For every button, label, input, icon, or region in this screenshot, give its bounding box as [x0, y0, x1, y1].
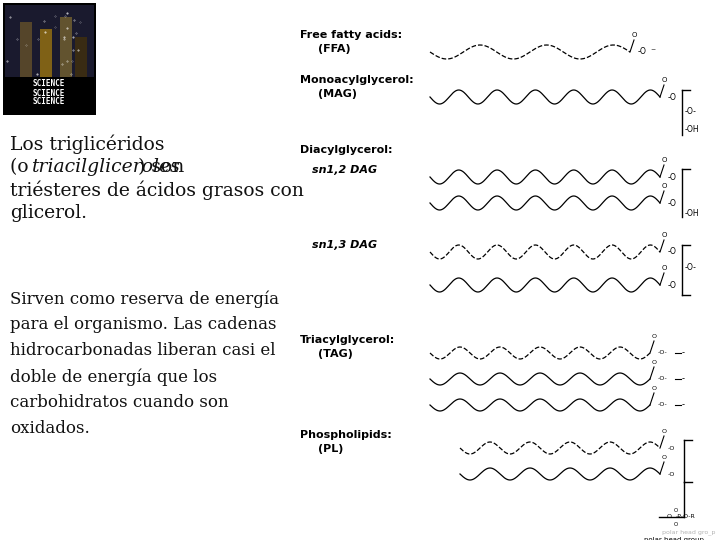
- Text: -O: -O: [638, 48, 647, 57]
- Text: SCIENCE: SCIENCE: [33, 89, 66, 98]
- Text: triésteres de ácidos grasos con: triésteres de ácidos grasos con: [10, 181, 304, 200]
- Text: SCIENCE: SCIENCE: [33, 79, 66, 89]
- Text: O: O: [652, 360, 657, 365]
- Text: (TAG): (TAG): [318, 349, 353, 359]
- FancyBboxPatch shape: [75, 37, 87, 77]
- Text: -O: -O: [668, 199, 677, 207]
- Text: O: O: [661, 183, 667, 189]
- Text: -O-: -O-: [658, 402, 667, 408]
- Text: (MAG): (MAG): [318, 89, 357, 99]
- Text: hidrocarbonadas liberan casi el: hidrocarbonadas liberan casi el: [10, 342, 276, 359]
- Text: (FFA): (FFA): [318, 44, 351, 54]
- Text: Monoacylglycerol:: Monoacylglycerol:: [300, 75, 413, 85]
- Text: polar head group: polar head group: [644, 537, 704, 540]
- Text: -P-O-R: -P-O-R: [676, 515, 696, 519]
- Text: -: -: [682, 348, 685, 357]
- Text: -O: -O: [668, 92, 677, 102]
- Text: Free fatty acids:: Free fatty acids:: [300, 30, 402, 40]
- Text: Phospholipids:: Phospholipids:: [300, 430, 392, 440]
- Text: Triacylglycerol:: Triacylglycerol:: [300, 335, 395, 345]
- Text: Los triglicéridos: Los triglicéridos: [10, 135, 164, 154]
- Text: polar head gro_p: polar head gro_p: [662, 529, 715, 535]
- Text: -O-: -O-: [658, 376, 667, 381]
- FancyBboxPatch shape: [60, 17, 72, 77]
- Text: ⁻: ⁻: [650, 47, 655, 57]
- Text: O: O: [661, 265, 667, 271]
- Text: -O: -O: [668, 446, 675, 450]
- Text: -: -: [682, 375, 685, 383]
- Text: SCIENCE: SCIENCE: [33, 98, 66, 106]
- Text: O: O: [674, 522, 678, 526]
- Text: para el organismo. Las cadenas: para el organismo. Las cadenas: [10, 316, 276, 333]
- Text: -O: -O: [668, 471, 675, 476]
- Text: sn1,2 DAG: sn1,2 DAG: [312, 165, 377, 175]
- Text: O: O: [661, 232, 667, 238]
- Text: O: O: [674, 508, 678, 512]
- FancyBboxPatch shape: [40, 29, 52, 77]
- Text: -: -: [682, 401, 685, 409]
- Text: oxidados.: oxidados.: [10, 420, 90, 437]
- Text: sn1,3 DAG: sn1,3 DAG: [312, 240, 377, 250]
- Text: -O: -O: [668, 172, 677, 181]
- Text: -OH: -OH: [685, 210, 700, 219]
- Text: (o: (o: [10, 158, 35, 176]
- Text: O: O: [652, 334, 657, 339]
- Text: O: O: [652, 386, 657, 391]
- Text: carbohidratos cuando son: carbohidratos cuando son: [10, 394, 229, 411]
- Text: triacilgliceroles: triacilgliceroles: [32, 158, 181, 176]
- Text: O: O: [662, 455, 667, 460]
- Text: doble de energía que los: doble de energía que los: [10, 368, 217, 386]
- Text: O: O: [667, 515, 672, 519]
- Text: -OH: -OH: [685, 125, 700, 134]
- Text: glicerol.: glicerol.: [10, 204, 87, 222]
- Text: Sirven como reserva de energía: Sirven como reserva de energía: [10, 290, 279, 307]
- Text: (PL): (PL): [318, 444, 343, 454]
- Text: Diacylglycerol:: Diacylglycerol:: [300, 145, 392, 155]
- Text: ) son: ) son: [138, 158, 184, 176]
- Text: -O-: -O-: [685, 264, 697, 273]
- FancyBboxPatch shape: [3, 3, 96, 115]
- Text: -O-: -O-: [685, 107, 697, 117]
- Text: O: O: [662, 429, 667, 434]
- FancyBboxPatch shape: [20, 22, 32, 77]
- Text: -O-: -O-: [658, 350, 667, 355]
- Text: O: O: [631, 32, 636, 38]
- Text: -O: -O: [668, 247, 677, 256]
- Text: -O: -O: [668, 280, 677, 289]
- FancyBboxPatch shape: [5, 5, 94, 77]
- Text: O: O: [661, 77, 667, 83]
- Text: O: O: [661, 157, 667, 163]
